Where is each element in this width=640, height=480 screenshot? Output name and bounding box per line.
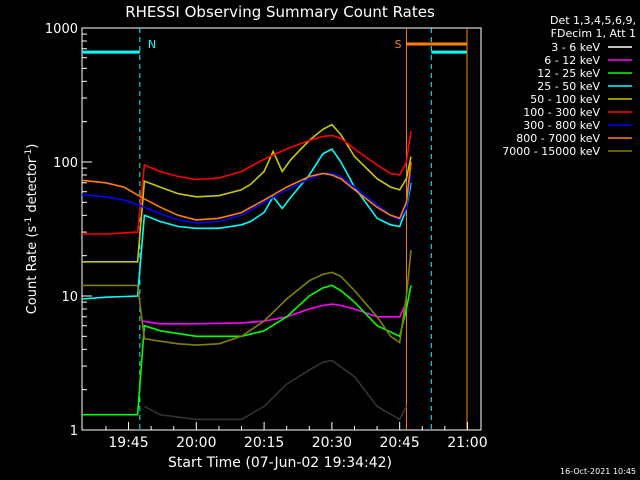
legend-entry: 3 - 6 keV (551, 41, 600, 54)
legend-entry: 25 - 50 keV (537, 80, 600, 93)
y-tick-label: 1000 (45, 22, 78, 37)
y-tick-label: 1 (70, 424, 78, 439)
legend-entry: 800 - 7000 keV (516, 132, 600, 145)
x-tick-label: 21:00 (447, 435, 487, 451)
plot-frame (81, 27, 482, 431)
legend-entry: 7000 - 15000 keV (502, 145, 600, 158)
state-label-S: S (394, 38, 401, 51)
y-tick-label: 10 (61, 290, 78, 305)
x-tick-label: 19:45 (108, 435, 148, 451)
series-line (144, 359, 408, 421)
series-line (141, 301, 408, 325)
series-group (81, 123, 412, 421)
x-tick-label: 20:00 (176, 435, 216, 451)
y-axis-label-sup2: -1 (24, 149, 34, 158)
x-axis-ticks: 19:45 20:00 20:15 20:30 20:45 21:00 (105, 422, 488, 451)
x-tick-label: 20:30 (312, 435, 352, 451)
series-line (82, 284, 412, 416)
state-label-N: N (148, 38, 156, 51)
legend-header-2: FDecim 1, Att 1 (551, 27, 636, 40)
chart-title: RHESSI Observing Summary Count Rates (125, 3, 435, 21)
legend-header-1: Det 1,3,4,5,6,9, (550, 14, 636, 27)
legend-entry: 50 - 100 keV (530, 93, 600, 106)
series-line (82, 250, 412, 346)
footer-date: 16-Oct-2021 10:45 (560, 467, 636, 476)
legend-entry: 12 - 25 keV (537, 67, 600, 80)
legend-entry: 100 - 300 keV (523, 106, 600, 119)
y-axis-label-end: ) (25, 144, 40, 149)
series-line (81, 147, 412, 300)
legend-entry: 6 - 12 keV (544, 54, 600, 67)
x-axis-label: Start Time (07-Jun-02 19:34:42) (168, 455, 392, 471)
x-tick-label: 20:15 (244, 435, 284, 451)
y-axis-ticks: 1 10 100 1000 (45, 22, 92, 439)
y-tick-label: 100 (53, 156, 78, 171)
series-line (81, 161, 412, 221)
legend-entry: 300 - 800 keV (523, 119, 600, 132)
y-axis-label: Count Rate (s-1 detector-1) (24, 144, 40, 315)
legend: Det 1,3,4,5,6,9, FDecim 1, Att 1 3 - 6 k… (502, 14, 636, 158)
y-axis-label-sup1: -1 (24, 217, 34, 226)
x-tick-label: 20:45 (379, 435, 419, 451)
series-line (82, 123, 412, 263)
series-line (82, 130, 412, 235)
y-axis-label-mid: detector (25, 157, 40, 217)
